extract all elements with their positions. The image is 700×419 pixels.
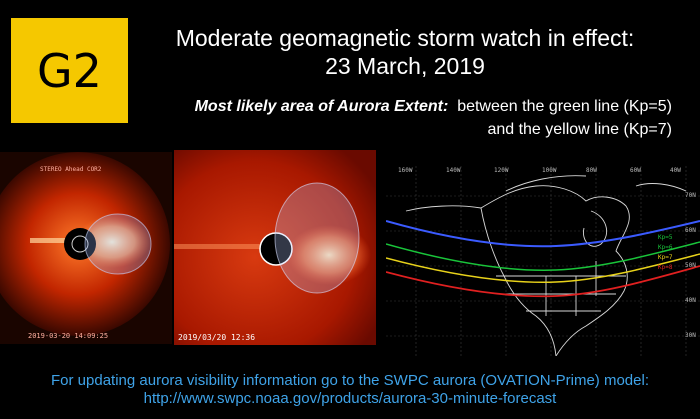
map-lon-label-120w: 120W (494, 167, 509, 174)
map-kp6-label: Kp=6 (658, 244, 673, 251)
aurora-extent-line1: Most likely area of Aurora Extent: betwe… (160, 95, 672, 118)
coronagraph-left-image: STEREO Ahead COR2 2019-03-20 14:09:25 (0, 152, 172, 344)
footer-line1: For updating aurora visibility informati… (51, 372, 649, 389)
coronagraph-left-timestamp: 2019-03-20 14:09:25 (28, 332, 109, 340)
aurora-extent-green-line: between the green line (Kp=5) (457, 98, 672, 115)
map-lon-label-80w: 80W (586, 167, 597, 174)
map-kp5-label: Kp=5 (658, 234, 673, 241)
aurora-extent-text: Most likely area of Aurora Extent: betwe… (160, 95, 672, 141)
map-lon-label-40w: 40W (670, 167, 681, 174)
map-kp8-label: Kp=8 (658, 264, 673, 271)
map-lat-label-60n: 60N (685, 227, 696, 234)
coronagraph-left-graphic (0, 152, 170, 336)
coronagraph-left-title: STEREO Ahead COR2 (40, 166, 102, 173)
footer-info: For updating aurora visibility informati… (0, 372, 700, 408)
aurora-extent-yellow-line: and the yellow line (Kp=7) (487, 121, 672, 138)
coronagraph-right-timestamp: 2019/03/20 12:36 (178, 333, 256, 342)
storm-level-label: G2 (37, 43, 102, 98)
coronagraph-right-graphic (174, 150, 376, 345)
headline-date: 23 March, 2019 (325, 53, 485, 79)
map-lon-label-140w: 140W (446, 167, 461, 174)
footer-url[interactable]: http://www.swpc.noaa.gov/products/aurora… (143, 390, 557, 407)
map-lat-label-40n: 40N (685, 297, 696, 304)
aurora-extent-lead: Most likely area of Aurora Extent: (194, 98, 449, 115)
map-lon-label-100w: 100W (542, 167, 557, 174)
map-lon-label-60w: 60W (630, 167, 641, 174)
storm-level-badge: G2 (11, 18, 128, 123)
headline-line1: Moderate geomagnetic storm watch in effe… (175, 25, 635, 51)
map-lat-label-30n: 30N (685, 332, 696, 339)
headline: Moderate geomagnetic storm watch in effe… (145, 24, 665, 80)
map-lon-label-160w: 160W (398, 167, 413, 174)
aurora-forecast-map: 160W 140W 120W 100W 80W 60W 40W 70N 60N … (386, 166, 700, 356)
map-kp7-label: Kp=7 (658, 254, 673, 261)
map-lat-label-50n: 50N (685, 262, 696, 269)
map-lat-label-70n: 70N (685, 192, 696, 199)
aurora-map-graphic (386, 166, 700, 356)
coronagraph-right-image: 2019/03/20 12:36 (174, 150, 376, 345)
